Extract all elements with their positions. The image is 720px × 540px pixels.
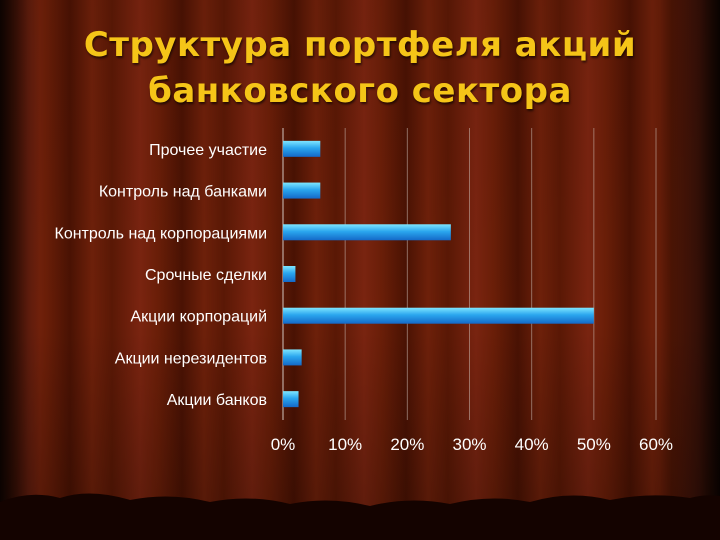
bar: [283, 307, 594, 324]
bar: [283, 391, 299, 408]
slide-title-line-1: Структура портфеля акций: [83, 25, 637, 65]
bar: [283, 349, 302, 366]
x-tick-label: 30%: [452, 435, 486, 454]
slide-title-line-2: банковского сектора: [148, 71, 572, 111]
category-label: Контроль над корпорациями: [55, 225, 268, 242]
x-tick-label: 10%: [328, 435, 362, 454]
category-label: Акции банков: [167, 392, 267, 409]
category-label: Акции нерезидентов: [115, 350, 267, 367]
chart-bars: [283, 140, 594, 408]
chart-category-labels: Прочее участие Контроль над банками Контро…: [55, 142, 268, 409]
bar: [283, 224, 451, 241]
chart-x-tick-labels: 0% 10% 20% 30% 40% 50% 60%: [271, 435, 673, 454]
bar: [283, 140, 321, 157]
category-label: Прочее участие: [149, 142, 267, 159]
category-label: Контроль над банками: [99, 184, 267, 201]
category-label: Акции корпораций: [130, 309, 267, 326]
bar: [283, 266, 296, 282]
x-tick-label: 20%: [390, 435, 424, 454]
x-tick-label: 50%: [577, 435, 611, 454]
category-label: Срочные сделки: [145, 267, 267, 284]
x-tick-label: 40%: [515, 435, 549, 454]
slide-title: Структура портфеля акций банковского сек…: [40, 22, 680, 114]
bar: [283, 182, 321, 199]
x-tick-label: 0%: [271, 435, 296, 454]
chart-gridlines: [282, 128, 657, 420]
curtain-hem: [0, 493, 720, 540]
x-tick-label: 60%: [639, 435, 673, 454]
